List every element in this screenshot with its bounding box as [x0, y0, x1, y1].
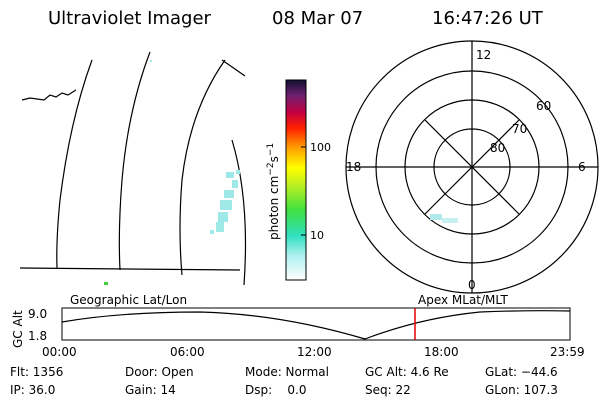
timeline-right-label: Apex MLat/MLT: [418, 293, 508, 307]
meridian: [179, 59, 226, 276]
time: 16:47:26 UT: [432, 8, 544, 29]
label-part: photon cm: [267, 176, 281, 240]
timeline-x-tick: 06:00: [170, 345, 205, 359]
speck: [150, 60, 152, 62]
mlat-label: 80: [490, 141, 505, 155]
axis: [424, 119, 520, 215]
info-field: Flt: 1356: [10, 365, 63, 379]
parallel: [19, 267, 241, 271]
mlt-label: 18: [346, 160, 361, 174]
aurora: [210, 170, 240, 234]
info-field: Dsp: 0.0: [245, 383, 307, 397]
map: [19, 51, 247, 286]
info-field: IP: 36.0: [10, 383, 55, 397]
info-field: GLon: 107.3: [485, 383, 558, 397]
info-field: GLat: −44.6: [485, 365, 558, 379]
title: Ultraviolet Imager: [48, 8, 212, 29]
timeline-y-tick: 9.0: [28, 307, 47, 321]
meridian: [56, 59, 93, 269]
info-field: Seq: 22: [365, 383, 411, 397]
aurora: [430, 214, 442, 220]
altitude-curve: [61, 310, 571, 340]
colorbar-tick-label: 100: [310, 141, 331, 154]
mlt-label: 0: [468, 278, 476, 292]
timeline-frame: [61, 307, 571, 341]
info-field: Gain: 14: [125, 383, 176, 397]
timeline-y-label: GC Alt: [11, 310, 25, 348]
mlat-label: 60: [536, 99, 551, 113]
mlt-label: 12: [476, 48, 491, 62]
timeline-y-tick: 1.8: [28, 329, 47, 343]
info-field: GC Alt: 4.6 Re: [365, 365, 449, 379]
info: Flt: 1356 Door: Open Mode: Normal GC Alt: 4…: [10, 365, 558, 397]
info-field: Mode: Normal: [245, 365, 329, 379]
info-field: Door: Open: [125, 365, 194, 379]
meridian: [231, 139, 247, 286]
timeline-x-tick: 12:00: [297, 345, 332, 359]
label-part: −2: [266, 162, 276, 175]
colorbar-tick-label: 10: [310, 229, 324, 242]
timeline-x-tick: 23:59: [550, 345, 585, 359]
colorbar: [285, 79, 307, 281]
colorbar-label: photon cm−2s−1: [266, 143, 281, 240]
timeline-x-tick: 18:00: [424, 345, 459, 359]
date: 08 Mar 07: [272, 8, 363, 29]
meridian: [118, 51, 151, 271]
label-part: −1: [266, 143, 276, 156]
meridian: [221, 59, 246, 77]
timeline-left-label: Geographic Lat/Lon: [70, 293, 187, 307]
coastline: [21, 89, 77, 101]
label-part: s: [267, 156, 281, 162]
timeline-x-tick: 00:00: [42, 345, 77, 359]
mlt-label: 6: [578, 160, 586, 174]
aurora: [442, 218, 458, 223]
mlat-label: 70: [512, 122, 527, 136]
speck: [104, 282, 108, 285]
polar-plot: 12 18 6 0 60 70 80: [345, 40, 599, 294]
